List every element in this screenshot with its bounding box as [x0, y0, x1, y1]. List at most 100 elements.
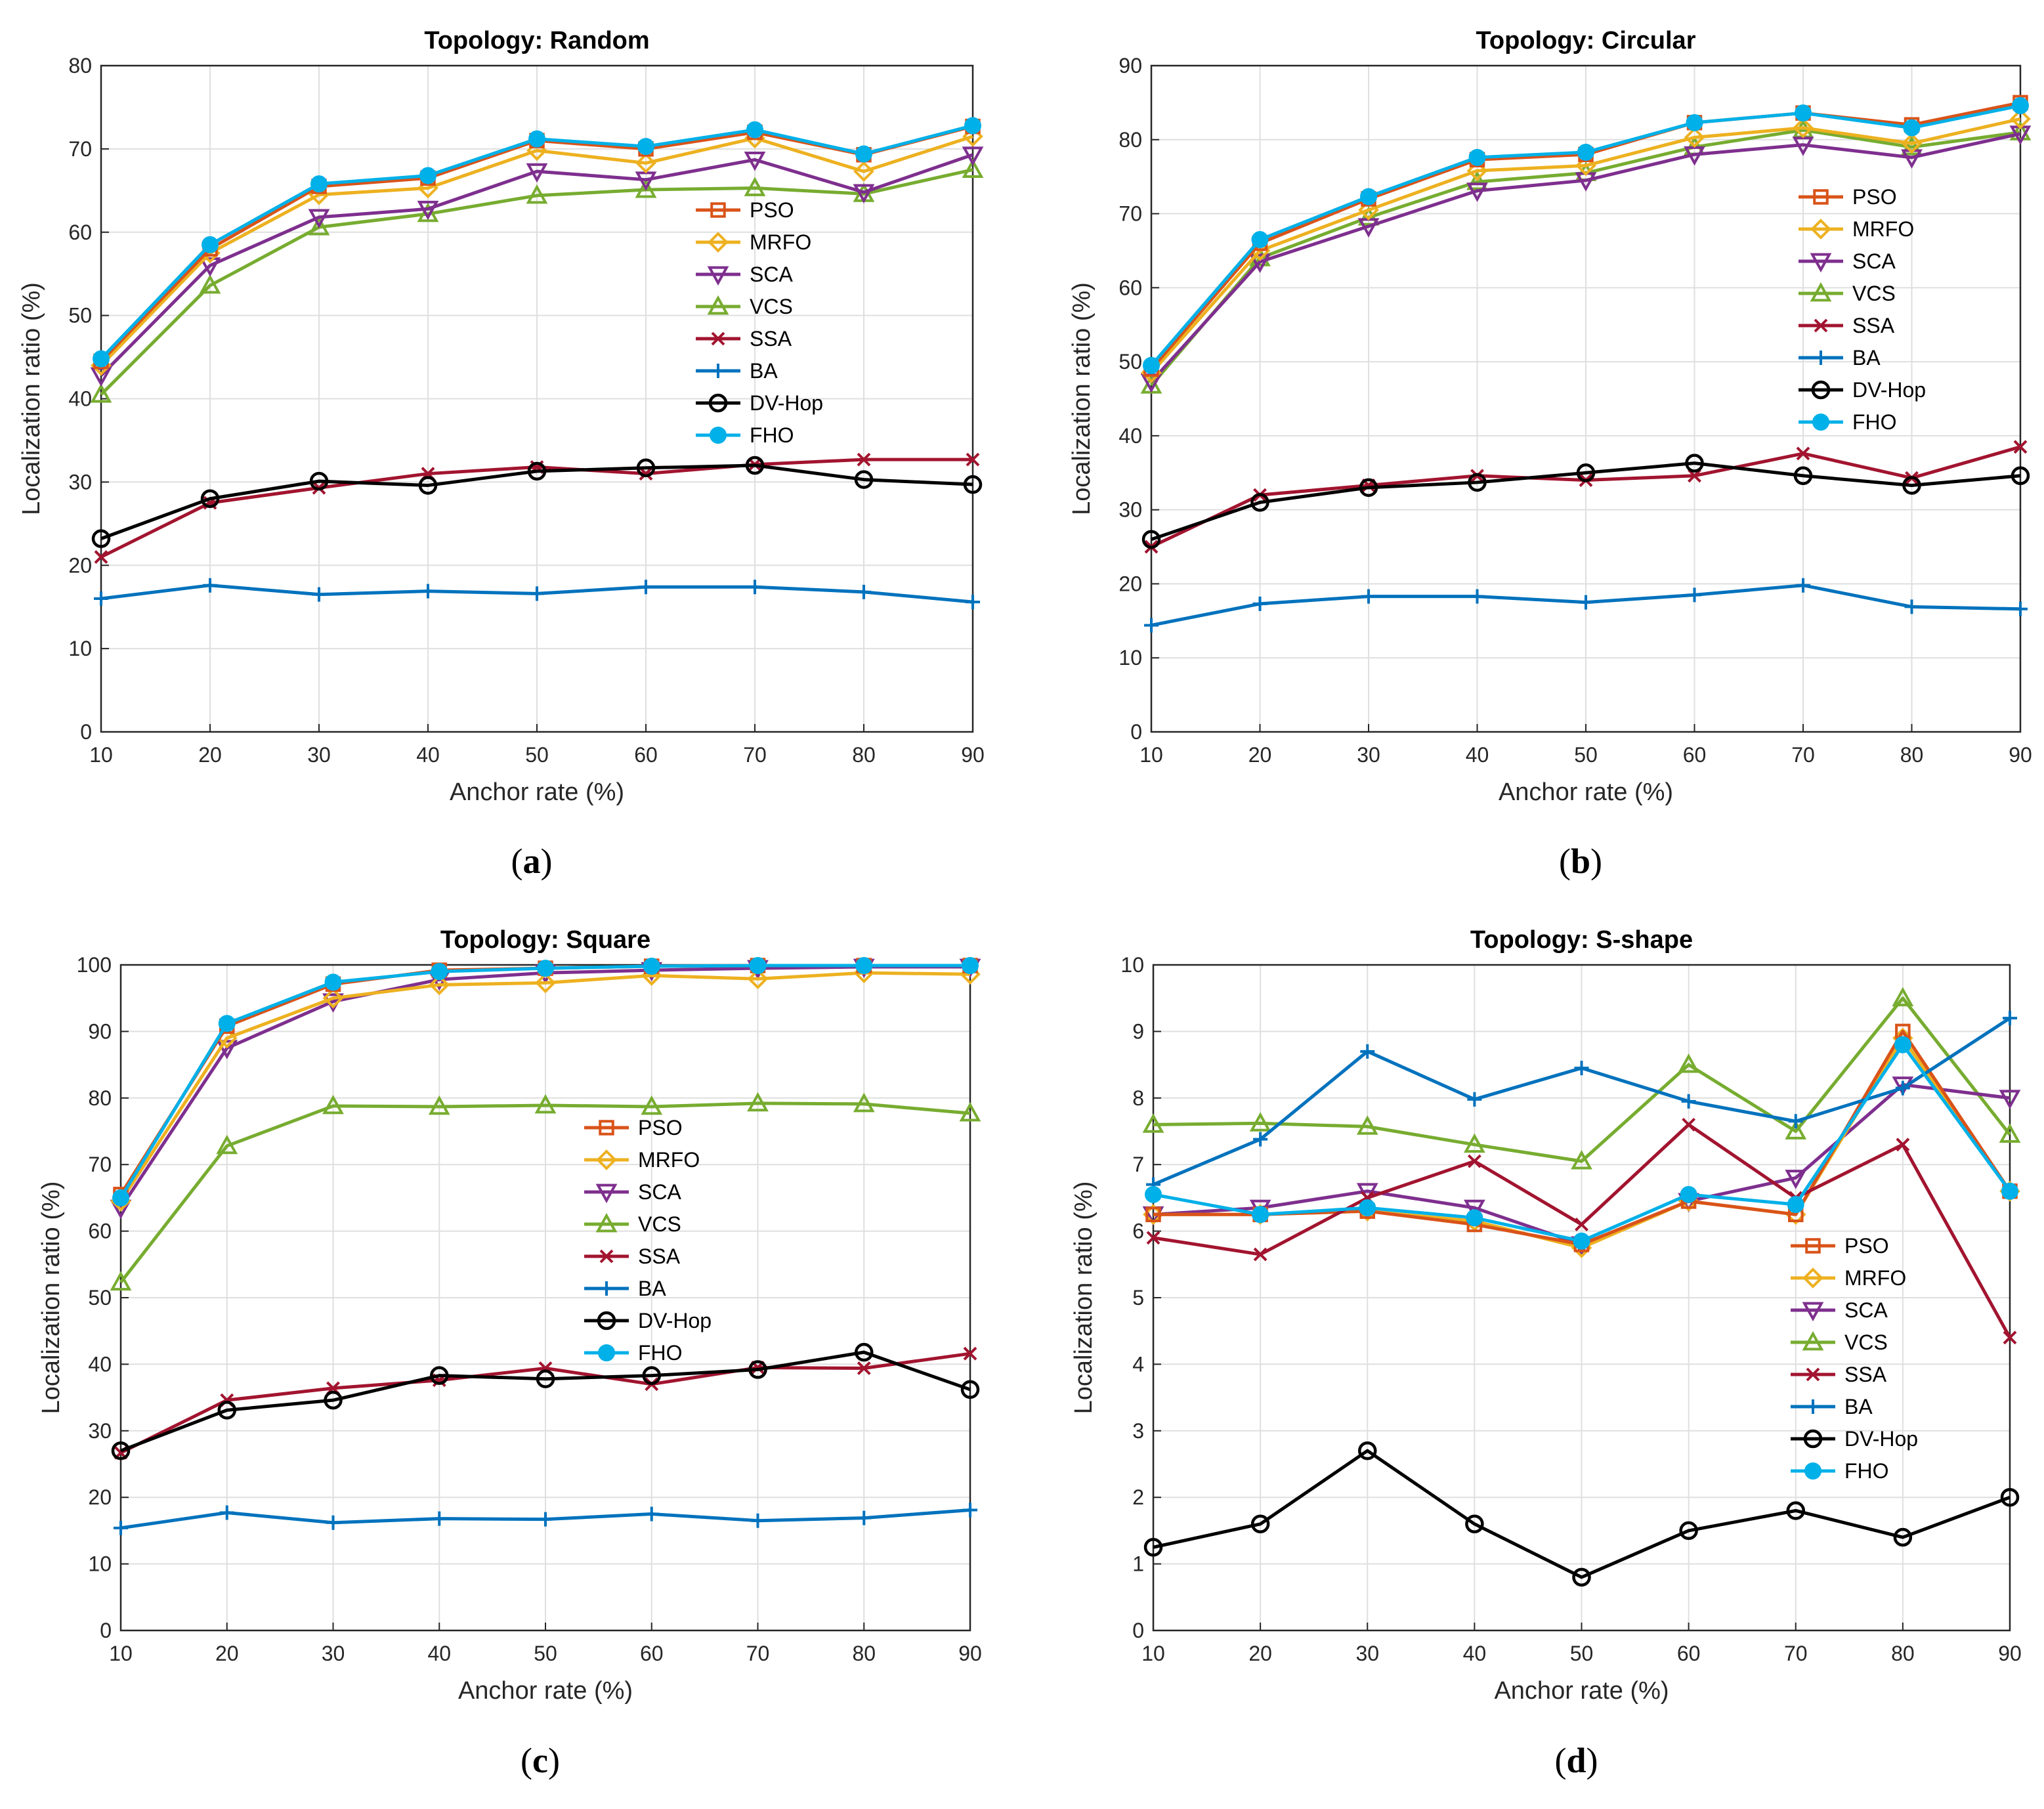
legend-label-mrfo: MRFO	[638, 1148, 700, 1172]
data-point-fho	[1359, 1199, 1376, 1217]
y-tick-label: 0	[100, 1619, 112, 1642]
series-mrfo	[1141, 108, 2031, 383]
data-point-ssa	[857, 1361, 871, 1375]
data-point-fho	[419, 167, 436, 184]
legend-marker-mrfo	[708, 232, 729, 253]
data-point-ba	[1895, 1080, 1910, 1096]
data-point-fho	[310, 175, 328, 193]
data-point-mrfo	[429, 974, 450, 996]
data-point-fho	[746, 121, 763, 138]
data-point-sca	[417, 200, 439, 221]
x-tick-label: 10	[1141, 1642, 1165, 1665]
data-point-mrfo	[1793, 117, 1814, 138]
x-tick-label: 10	[89, 743, 113, 767]
x-tick-label: 40	[1463, 1642, 1487, 1665]
y-tick-label: 100	[77, 953, 112, 977]
x-tick-label: 80	[1900, 743, 1924, 767]
y-tick-label: 40	[68, 387, 92, 411]
data-point-vcs	[534, 1094, 557, 1114]
y-axis-label: Localization ratio (%)	[37, 1181, 65, 1415]
data-point-ssa	[1253, 1247, 1267, 1262]
data-point-fho	[93, 350, 110, 368]
series-fho	[93, 117, 981, 368]
y-axis-label: Localization ratio (%)	[1068, 282, 1096, 515]
series-vcs	[1142, 987, 2021, 1170]
data-point-vcs	[417, 202, 439, 223]
subfigure-label: (b)	[1559, 841, 1602, 881]
y-tick-label: 0	[80, 720, 92, 744]
data-point-vcs	[1571, 1150, 1592, 1170]
legend-label-ssa: SSA	[1844, 1363, 1887, 1386]
y-tick-label: 6	[1132, 1220, 1144, 1243]
data-point-dv-hop	[217, 1401, 236, 1420]
y-tick-label: 8	[1132, 1086, 1144, 1110]
data-point-sca	[744, 151, 766, 171]
data-point-dv-hop	[855, 1342, 874, 1362]
x-tick-label: 20	[215, 1642, 239, 1665]
legend-label-sca: SCA	[1844, 1298, 1888, 1322]
x-tick-label: 20	[198, 743, 222, 767]
legend-marker-dv-hop	[1803, 1429, 1823, 1449]
data-point-vcs	[747, 1092, 769, 1112]
x-tick-label: 60	[1683, 743, 1707, 767]
data-point-dv-hop	[1359, 478, 1378, 498]
data-point-ba	[1681, 1094, 1696, 1109]
series-dv-hop	[111, 1342, 980, 1460]
series-ba	[94, 578, 980, 610]
y-tick-label: 70	[88, 1153, 112, 1176]
x-tick-label: 50	[1574, 743, 1598, 767]
data-point-vcs	[1892, 987, 1914, 1007]
data-point-vcs	[1356, 1115, 1378, 1135]
legend-label-fho: FHO	[1852, 410, 1897, 434]
legend-label-dv-hop: DV-Hop	[638, 1309, 712, 1332]
data-point-vcs	[1249, 1112, 1271, 1132]
data-point-ba	[966, 595, 980, 610]
y-axis-label: Localization ratio (%)	[18, 282, 45, 515]
data-point-mrfo	[1684, 127, 1705, 148]
data-point-ba	[963, 1502, 977, 1518]
x-tick-label: 60	[1677, 1642, 1701, 1665]
y-tick-label: 80	[88, 1086, 112, 1110]
legend-label-dv-hop: DV-Hop	[1852, 378, 1926, 402]
data-point-dv-hop	[2000, 1487, 2020, 1507]
y-tick-label: 30	[68, 470, 92, 494]
data-point-dv-hop	[1572, 1567, 1591, 1587]
data-point-vcs	[962, 158, 984, 178]
data-point-ssa	[1467, 1154, 1481, 1168]
data-point-mrfo	[635, 152, 656, 174]
data-point-vcs	[959, 1102, 981, 1122]
x-tick-label: 80	[852, 1642, 876, 1665]
y-tick-label: 60	[1118, 276, 1142, 299]
y-tick-label: 10	[88, 1552, 112, 1576]
legend-marker-pso	[1813, 189, 1829, 205]
legend-label-dv-hop: DV-Hop	[750, 391, 823, 415]
y-tick-label: 50	[88, 1286, 112, 1309]
x-axis-label: Anchor rate (%)	[458, 1677, 633, 1705]
data-point-mrfo	[1466, 160, 1488, 181]
data-point-fho	[643, 958, 660, 975]
y-tick-label: 80	[68, 54, 92, 77]
legend-label-sca: SCA	[638, 1180, 681, 1204]
x-tick-label: 20	[1248, 1642, 1272, 1665]
data-point-vcs	[110, 1271, 132, 1291]
data-point-sca	[1785, 1170, 1807, 1189]
x-tick-label: 70	[1791, 743, 1815, 767]
data-point-ba	[639, 580, 653, 595]
data-point-fho	[1577, 143, 1594, 161]
data-point-dv-hop	[963, 475, 983, 494]
data-point-ssa	[1688, 469, 1701, 483]
legend-label-fho: FHO	[750, 423, 794, 447]
data-point-ba	[1467, 1092, 1482, 1107]
chart-title: Topology: Square	[440, 926, 650, 954]
x-tick-label: 40	[1466, 743, 1489, 767]
data-point-ba	[94, 591, 108, 606]
legend-marker-dv-hop	[708, 393, 728, 413]
legend-label-mrfo: MRFO	[1844, 1266, 1906, 1290]
series-line-vcs	[100, 168, 973, 396]
data-point-ba	[1360, 1044, 1375, 1059]
y-tick-label: 10	[1118, 646, 1142, 670]
legend-marker-fho	[1804, 1462, 1821, 1479]
subfigure-label: (a)	[511, 841, 553, 881]
data-point-dv-hop	[324, 1390, 343, 1410]
data-point-fho	[1686, 114, 1703, 131]
